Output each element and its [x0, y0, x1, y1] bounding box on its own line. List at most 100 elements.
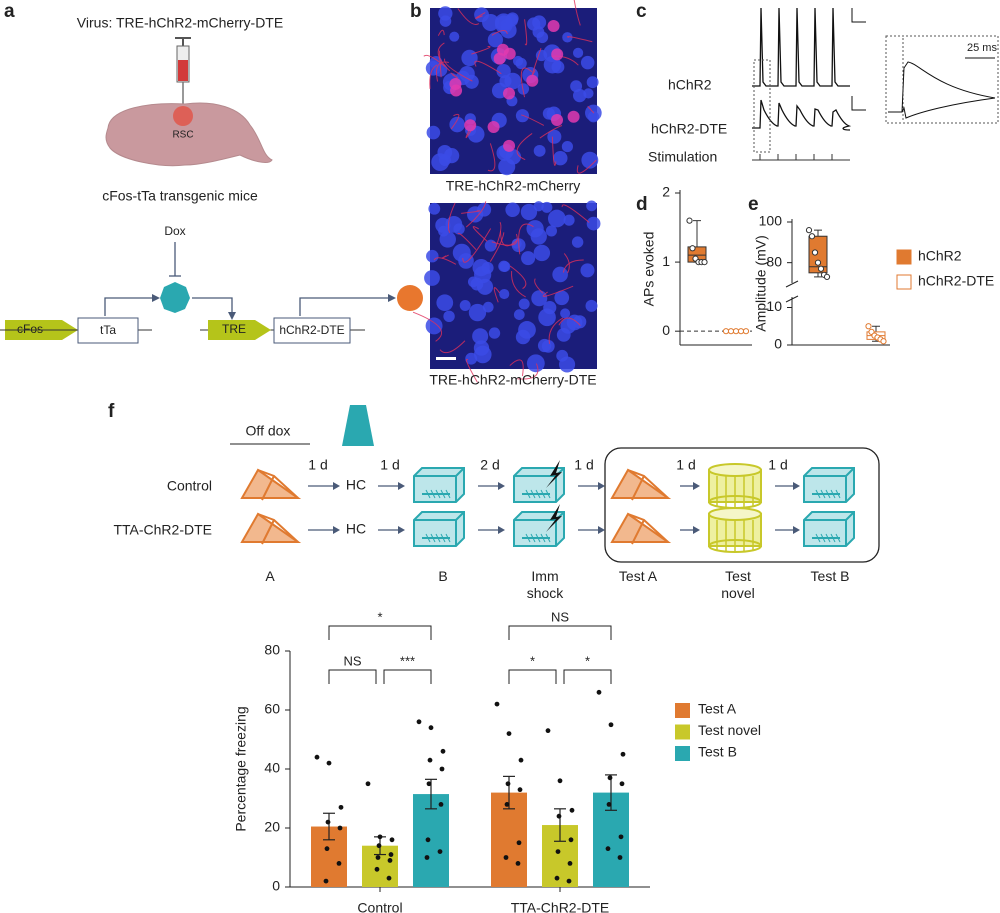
fiber [509, 265, 527, 290]
nucleus [436, 294, 454, 312]
data-point [808, 233, 816, 240]
grid-floor [530, 533, 536, 543]
y-tick-label: 10 [766, 298, 782, 314]
data-point [504, 802, 510, 807]
fiber [517, 363, 539, 380]
context-a-icon [610, 512, 672, 545]
nucleus [517, 83, 530, 95]
y-tick-label: 1 [662, 253, 670, 269]
prism-edge [261, 519, 275, 545]
promoter-label: cFos [17, 322, 43, 336]
data-point [437, 849, 443, 854]
fiber [548, 317, 564, 344]
data-point [518, 757, 524, 763]
nucleus [515, 329, 531, 345]
grid-floor [430, 533, 436, 543]
fiber [433, 257, 457, 265]
data-point [386, 875, 392, 881]
nucleus [533, 144, 546, 157]
fiber [534, 278, 544, 294]
data-point [865, 323, 872, 330]
fiber [516, 133, 533, 161]
fiber [531, 47, 542, 76]
fiber [520, 67, 533, 98]
cell-body [503, 87, 516, 100]
data-point [568, 837, 574, 843]
nucleus [547, 129, 562, 144]
mice-label: cFos-tTa transgenic mice [102, 188, 258, 204]
stage-label: Test A [618, 568, 658, 584]
injection-site [173, 106, 193, 126]
data-point [686, 217, 693, 224]
data-point [424, 855, 430, 860]
nucleus [426, 249, 439, 263]
nucleus [496, 63, 511, 79]
panel-a: a Virus: TRE-hChR2-mCherry-DTE RSC cFos-… [0, 1, 423, 344]
arrow-head [388, 294, 396, 302]
data-point [440, 748, 446, 754]
trace [752, 7, 850, 87]
significance-label: * [377, 609, 382, 624]
significance-bracket [328, 625, 432, 640]
inset-trace [888, 61, 996, 113]
context-a-icon [240, 512, 302, 545]
data-point [377, 834, 383, 840]
nucleus [487, 32, 504, 48]
region-label: RSC [172, 130, 193, 141]
fiber [558, 317, 581, 326]
tta-protein [160, 282, 190, 313]
nucleus [472, 328, 489, 345]
axis-break [785, 280, 799, 303]
data-point [439, 766, 445, 772]
scale-label: 25 ms [967, 42, 997, 54]
nucleus [545, 225, 557, 237]
data-point [742, 328, 750, 335]
nucleus [498, 158, 516, 176]
nucleus [468, 303, 487, 322]
y-axis-label: Percentage freezing [233, 706, 249, 831]
chamber-edge [414, 467, 465, 502]
context-novel-icon [708, 507, 762, 553]
data-point [337, 825, 343, 831]
cell-body [547, 20, 560, 33]
nucleus [556, 328, 571, 342]
fiber [573, 0, 581, 26]
shock-icon [546, 460, 562, 488]
data-point [427, 757, 433, 763]
fiber [444, 58, 473, 82]
grid-floor [535, 489, 541, 499]
data-point [618, 834, 624, 840]
grid-floor [820, 533, 826, 543]
nucleus [566, 314, 583, 331]
fiber [437, 29, 445, 36]
legend-label: hChR2 [918, 248, 962, 264]
y-tick-label: 40 [264, 760, 280, 776]
nucleus [583, 88, 594, 99]
data-point [805, 227, 813, 234]
data-point [426, 781, 432, 787]
context-a-icon [240, 468, 302, 501]
nucleus [459, 66, 475, 82]
grid-floor [425, 489, 431, 499]
nucleus [561, 141, 573, 153]
nucleus [554, 290, 570, 306]
context-a-icon [610, 468, 672, 501]
data-point [596, 689, 602, 695]
grid-floor [445, 533, 451, 543]
nucleus [494, 13, 513, 32]
fiber [423, 54, 446, 67]
grid-floor [530, 489, 536, 499]
data-point [617, 855, 623, 860]
data-point [425, 837, 431, 843]
fiber [551, 136, 557, 166]
data-point [880, 338, 887, 345]
nucleus [488, 327, 501, 339]
nucleus [449, 116, 465, 133]
data-point [365, 781, 371, 787]
nucleus [449, 31, 460, 42]
fiber [561, 204, 590, 223]
nucleus [572, 47, 584, 58]
fiber [539, 125, 563, 139]
image-caption: TRE-hChR2-mCherry-DTE [429, 372, 596, 388]
